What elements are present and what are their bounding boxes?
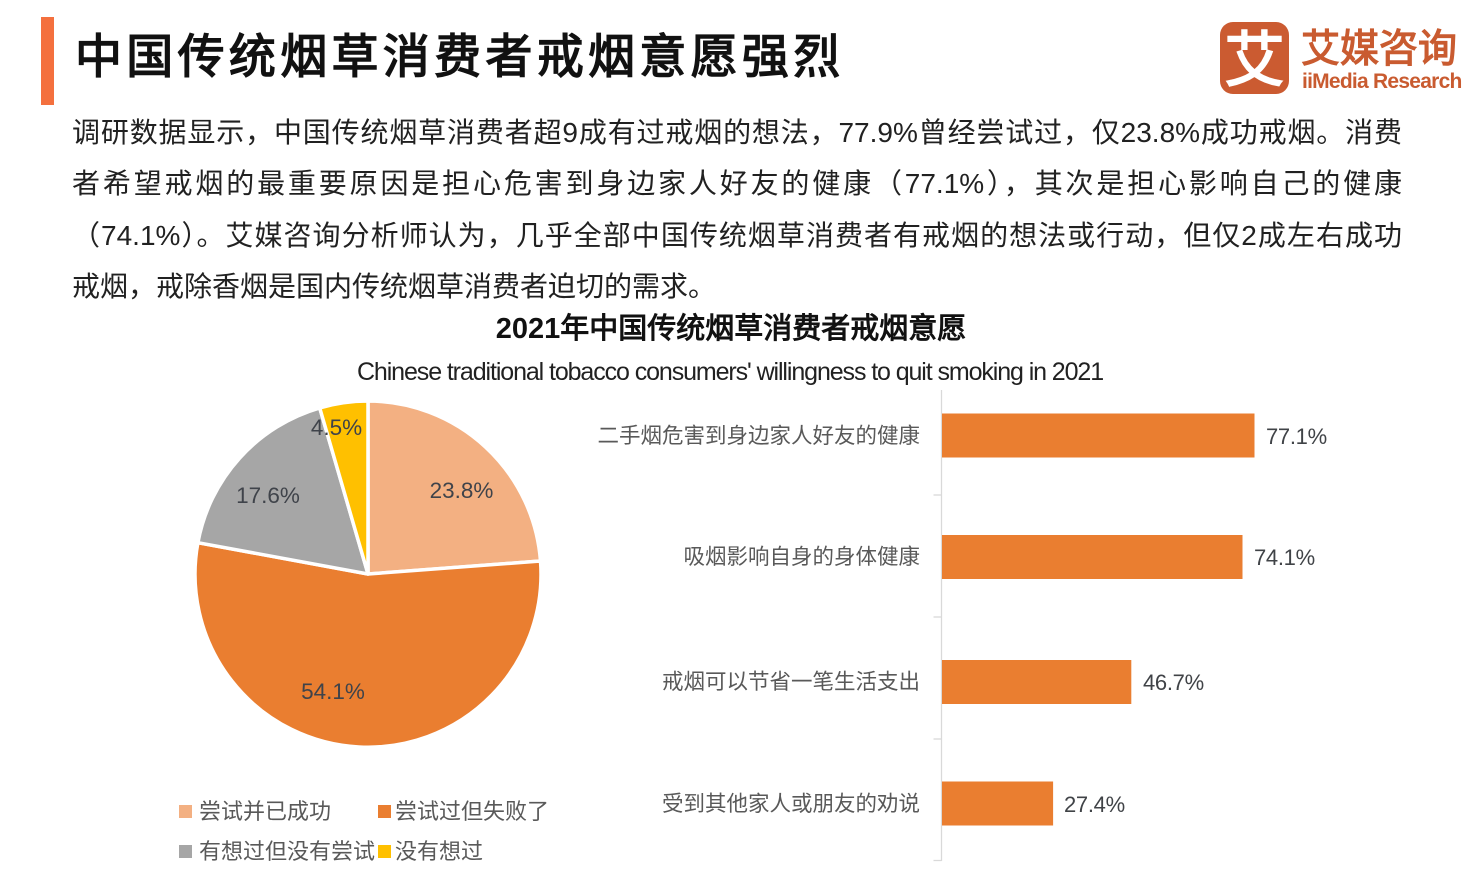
svg-text:4.5%: 4.5% [311, 415, 362, 440]
svg-text:戒烟可以节省一笔生活支出: 戒烟可以节省一笔生活支出 [662, 670, 920, 694]
svg-text:74.1%: 74.1% [1254, 545, 1315, 570]
svg-text:吸烟影响自身的身体健康: 吸烟影响自身的身体健康 [683, 545, 920, 569]
svg-text:尝试并已成功: 尝试并已成功 [199, 799, 331, 824]
svg-text:受到其他家人或朋友的劝说: 受到其他家人或朋友的劝说 [662, 792, 920, 816]
svg-text:17.6%: 17.6% [236, 483, 300, 508]
svg-text:27.4%: 27.4% [1064, 792, 1125, 817]
svg-text:有想过但没有尝试: 有想过但没有尝试 [199, 839, 375, 864]
svg-text:54.1%: 54.1% [301, 679, 365, 704]
svg-text:23.8%: 23.8% [430, 478, 494, 503]
svg-text:尝试过但失败了: 尝试过但失败了 [395, 799, 549, 824]
svg-text:二手烟危害到身边家人好友的健康: 二手烟危害到身边家人好友的健康 [597, 424, 920, 448]
svg-text:77.1%: 77.1% [1266, 424, 1327, 449]
svg-text:没有想过: 没有想过 [395, 839, 483, 864]
svg-text:46.7%: 46.7% [1143, 670, 1204, 695]
